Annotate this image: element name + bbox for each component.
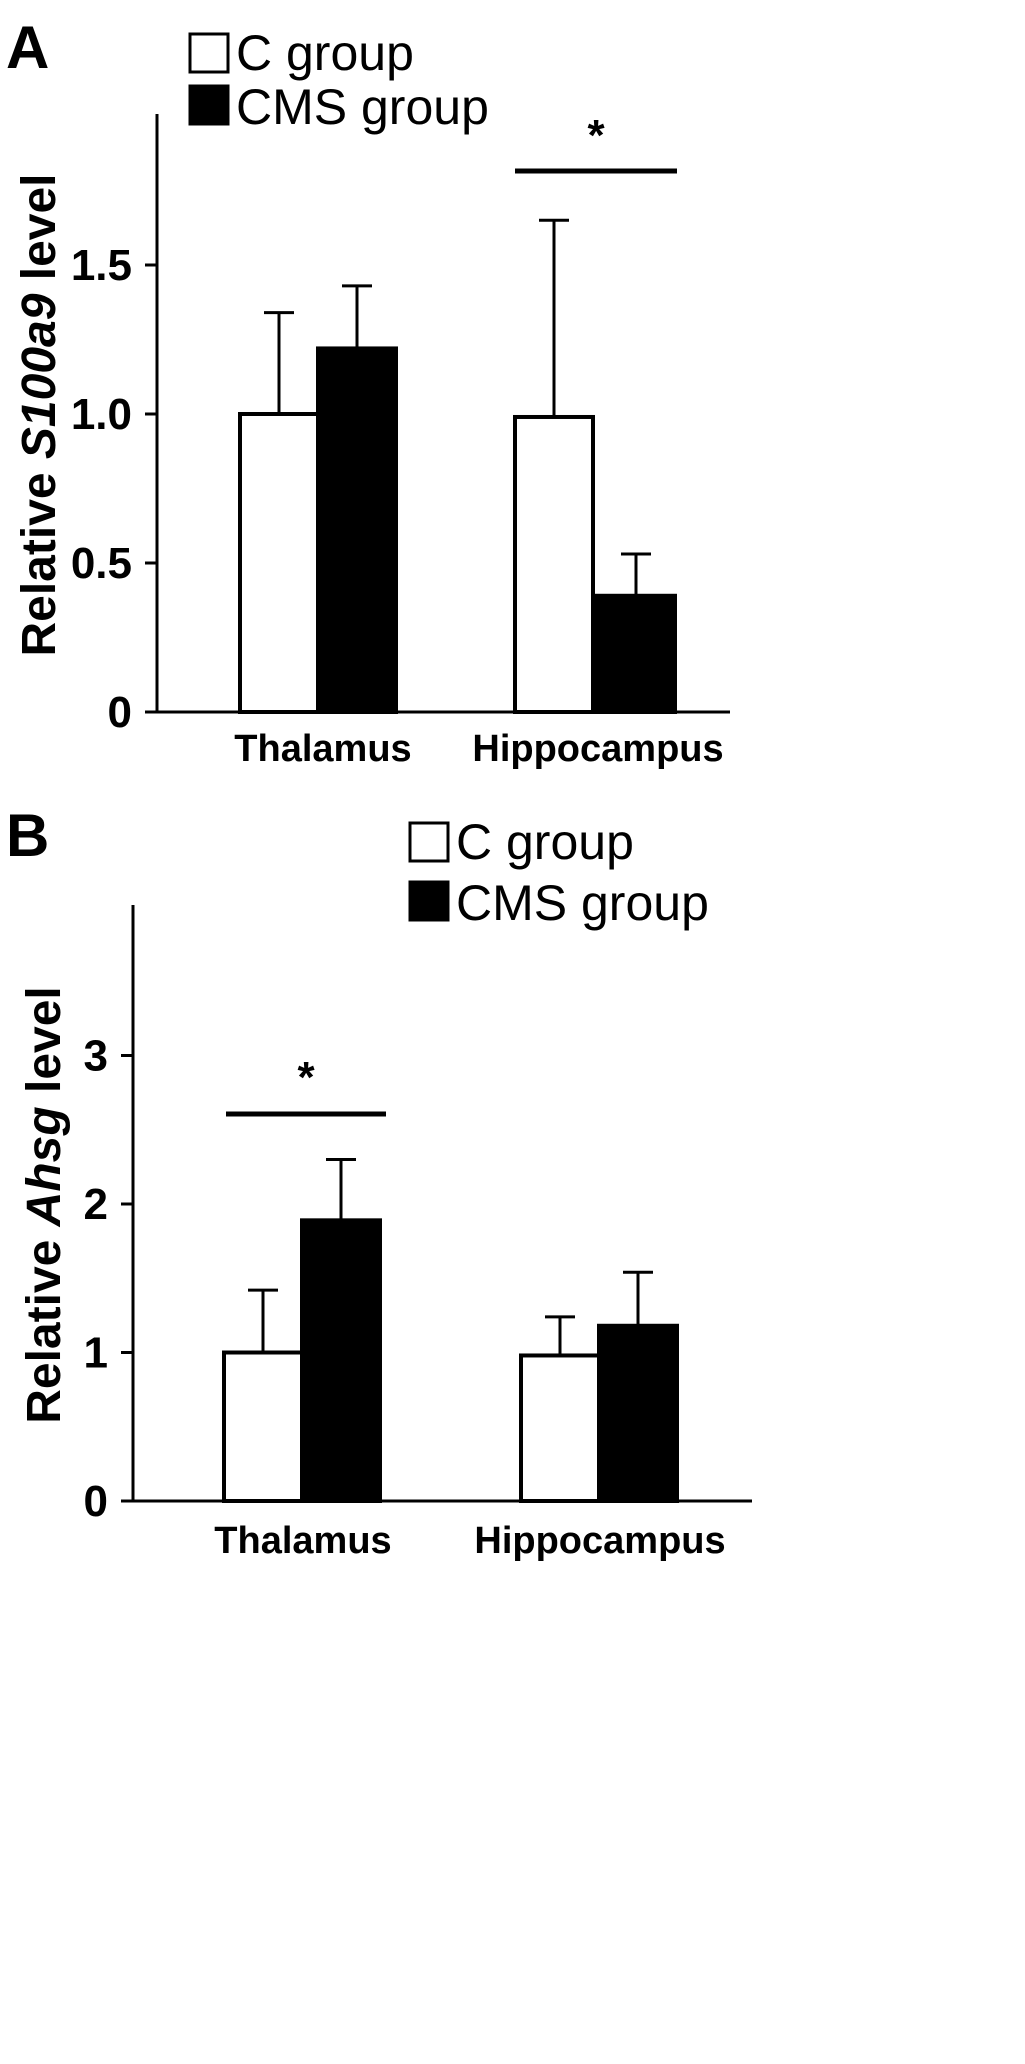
panel-a-legend-label-c: C group [236, 25, 414, 81]
panel-a-letter: A [6, 14, 49, 81]
panel-a-bar-cms-thalamus [316, 346, 398, 714]
panel-a-y-tick-label-1: 0.5 [71, 539, 132, 588]
panel-a: A C group CMS group Relative S100a9 leve… [6, 14, 730, 770]
panel-b-legend-label-cms: CMS group [456, 875, 709, 931]
panel-b-significance-star: * [297, 1053, 315, 1102]
panel-b-y-tick-label-0: 0 [84, 1477, 108, 1526]
panel-b-y-axis-label: Relative Ahsg level [18, 986, 71, 1424]
panel-b-y-tick-label-2: 2 [84, 1180, 108, 1229]
panel-b-x-label-thalamus: Thalamus [214, 1520, 391, 1562]
panel-a-legend-swatch-cms [188, 84, 230, 126]
panel-b-legend-label-c: C group [456, 814, 634, 870]
panel-a-y-tick-label-0: 0 [108, 688, 132, 737]
panel-b-bar-cms-thalamus [300, 1218, 382, 1503]
panel-b-legend-swatch-cms [408, 880, 450, 922]
panel-a-legend-label-cms: CMS group [236, 79, 489, 135]
panel-a-y-tick-label-3: 1.5 [71, 241, 132, 290]
panel-a-bar-c-hippocampus [513, 414, 595, 714]
panel-a-bar-cms-hippocampus [595, 593, 677, 715]
panel-b-bar-c-hippocampus [519, 1353, 601, 1503]
panel-b-x-label-hippocampus: Hippocampus [474, 1520, 725, 1562]
panel-a-x-label-hippocampus: Hippocampus [472, 728, 723, 770]
panel-a-bar-c-thalamus [238, 412, 320, 714]
panel-a-y-axis-label: Relative S100a9 level [13, 173, 66, 656]
panel-b-legend-swatch-c [408, 821, 450, 863]
panel-a-y-tick-label-2: 1.0 [71, 390, 132, 439]
panel-b-y-tick-label-3: 3 [84, 1032, 108, 1081]
panel-b-bar-cms-hippocampus [597, 1323, 679, 1504]
panel-a-legend-swatch-c [188, 32, 230, 74]
panel-a-significance-star: * [587, 111, 605, 160]
panel-b-bar-c-thalamus [222, 1350, 304, 1503]
panel-b-letter: B [6, 802, 49, 869]
panel-a-x-label-thalamus: Thalamus [234, 728, 411, 770]
panel-b: B C group CMS group Relative Ahsg level … [6, 802, 752, 1562]
panel-b-y-tick-label-1: 1 [84, 1329, 108, 1378]
